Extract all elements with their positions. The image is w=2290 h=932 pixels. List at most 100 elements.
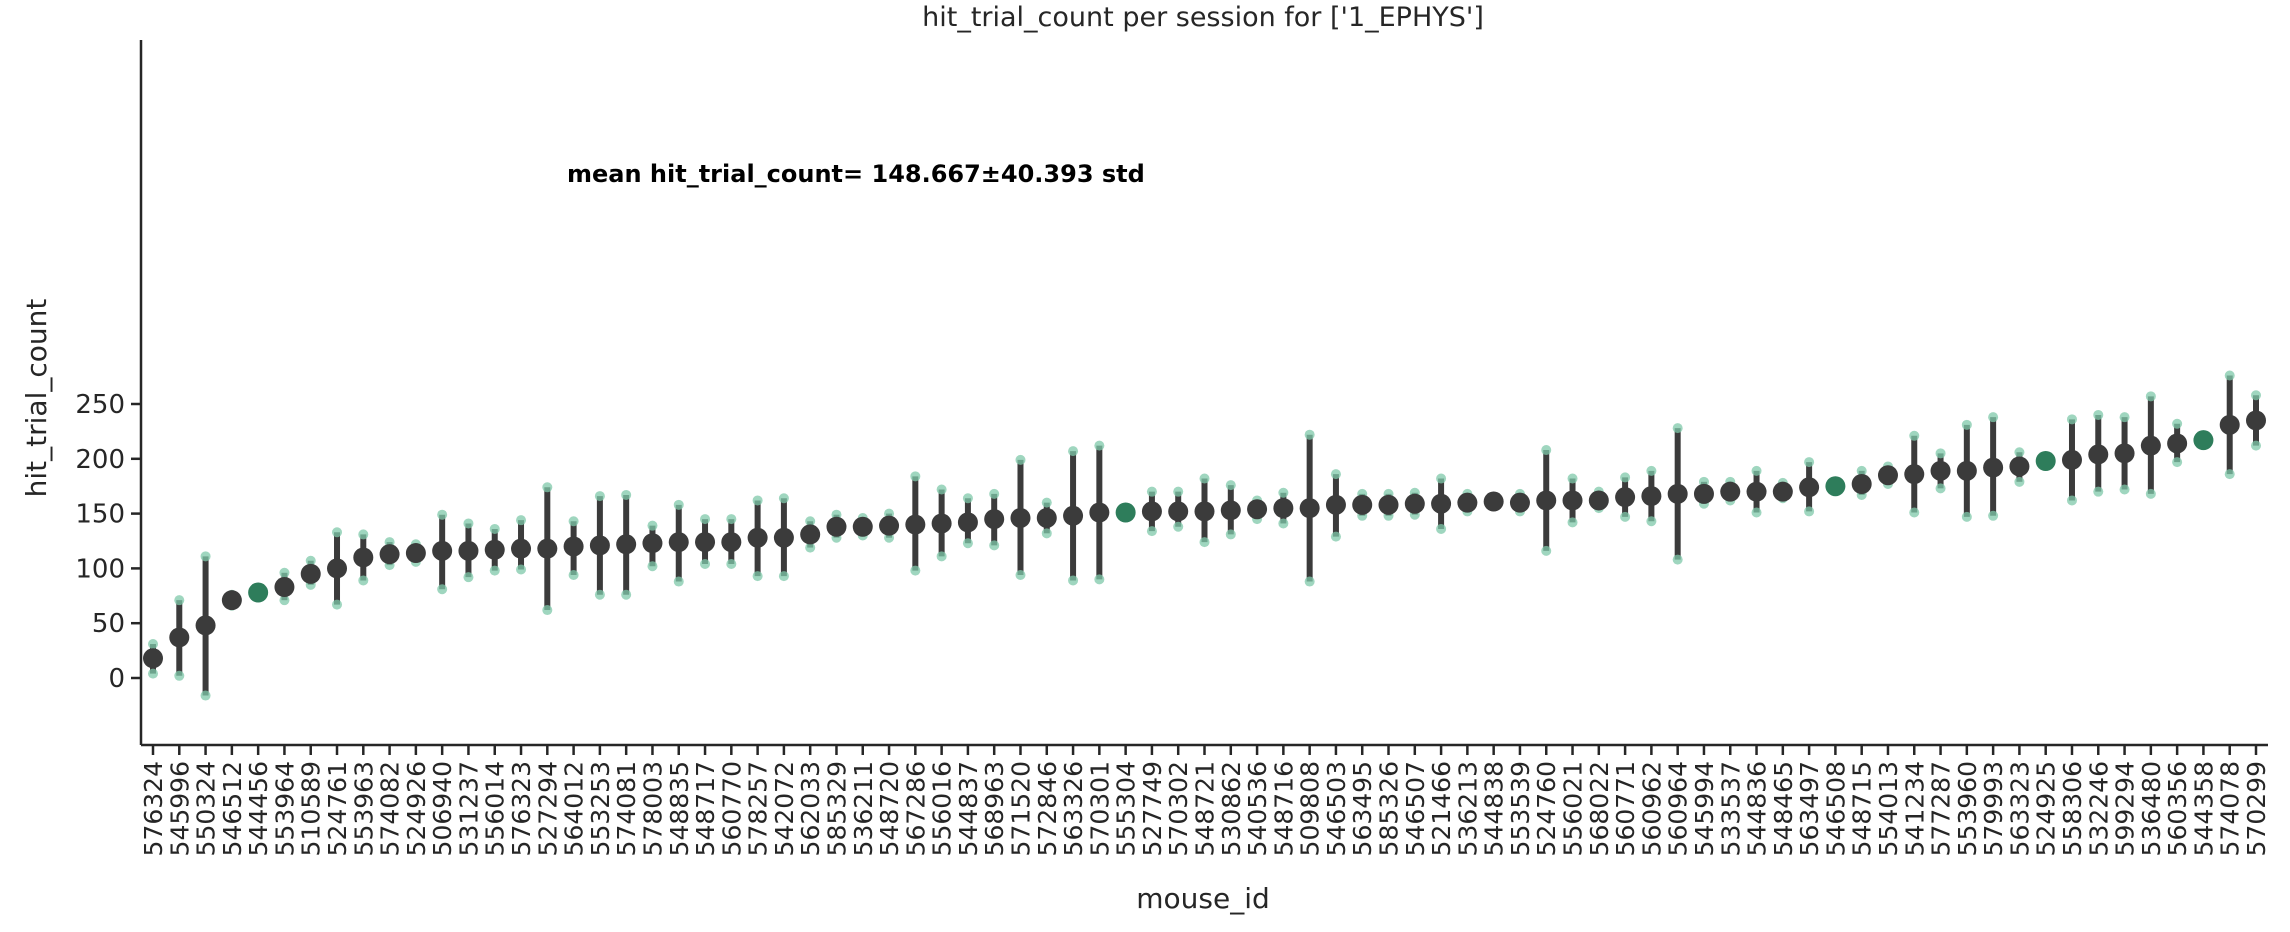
- session-point: [1094, 440, 1105, 451]
- mean-point: [1536, 490, 1557, 511]
- session-point: [437, 584, 448, 595]
- session-point: [1804, 457, 1815, 468]
- x-tick-label: 510589: [297, 761, 326, 856]
- session-point: [1541, 545, 1552, 556]
- session-point: [1672, 554, 1683, 565]
- session-point: [358, 575, 369, 586]
- session-point: [148, 639, 158, 650]
- x-axis-label: mouse_id: [1136, 882, 1270, 915]
- session-point: [1856, 465, 1867, 476]
- session-point: [1751, 465, 1762, 476]
- session-point: [542, 482, 553, 493]
- x-tick-label: 544358: [2189, 761, 2218, 856]
- mean-point: [432, 540, 453, 561]
- x-tick-label: 524761: [323, 761, 352, 856]
- x-tick-label: 574078: [2216, 761, 2245, 856]
- x-tick-label: 579993: [1979, 761, 2008, 856]
- session-point: [2119, 412, 2130, 423]
- x-tick-label: 531237: [454, 761, 483, 856]
- session-point: [1909, 507, 1920, 518]
- x-tick-label: 570302: [1164, 761, 1193, 856]
- mean-point: [1089, 502, 1110, 523]
- session-point: [1436, 473, 1447, 484]
- x-tick-label: 599294: [2111, 761, 2140, 856]
- mean-point: [1457, 492, 1478, 513]
- x-tick-label: 558306: [2058, 761, 2087, 856]
- session-point: [1278, 487, 1289, 498]
- session-point: [1620, 472, 1631, 483]
- mean-point: [274, 577, 295, 598]
- x-tick-label: 532246: [2084, 761, 2113, 856]
- mean-point: [537, 538, 558, 559]
- x-tick-label: 563497: [1795, 761, 1824, 856]
- x-tick-label: 524925: [2032, 761, 2061, 856]
- chart-title: hit_trial_count per session for ['1_EPHY…: [922, 2, 1484, 33]
- session-point: [594, 589, 605, 600]
- session-point: [752, 571, 763, 582]
- mean-point: [2167, 433, 2188, 454]
- session-point: [1935, 448, 1946, 459]
- mean-point: [563, 536, 584, 557]
- session-point: [1620, 511, 1631, 522]
- mean-point: [195, 615, 216, 636]
- session-point: [1909, 430, 1920, 441]
- mean-point: [1010, 507, 1031, 528]
- mean-point: [1115, 502, 1136, 523]
- mean-point: [1562, 490, 1583, 511]
- mean-point: [1746, 481, 1767, 502]
- x-tick-label: 553963: [349, 761, 378, 856]
- mean-point: [1877, 465, 1898, 486]
- session-point: [489, 523, 500, 534]
- x-tick-label: 541234: [1900, 761, 1929, 856]
- session-point: [2251, 390, 2261, 401]
- x-tick-label: 542072: [770, 761, 799, 856]
- session-point: [778, 493, 789, 504]
- session-point: [1988, 510, 1999, 521]
- session-point: [1751, 507, 1762, 518]
- x-tick-label: 571520: [1006, 761, 1035, 856]
- session-point: [2014, 447, 2025, 458]
- session-point: [1541, 445, 1552, 456]
- session-point: [2172, 457, 2183, 468]
- y-ticks: 0 50 100 150 200 250: [75, 390, 141, 694]
- mean-point: [1904, 464, 1925, 485]
- session-point: [1304, 576, 1315, 587]
- x-tick-label: 567286: [901, 761, 930, 856]
- session-point: [463, 518, 474, 529]
- mean-point: [931, 513, 952, 534]
- mean-point: [300, 563, 321, 584]
- x-tick-label: 527294: [533, 761, 562, 856]
- session-point: [1804, 506, 1815, 517]
- session-point: [1015, 569, 1026, 580]
- x-tick-label: 544456: [244, 761, 273, 856]
- mean-point: [1247, 499, 1268, 520]
- session-point: [752, 495, 763, 506]
- session-point: [516, 564, 527, 575]
- session-point: [2093, 486, 2104, 497]
- session-point: [805, 516, 816, 527]
- y-tick-label: 200: [75, 445, 125, 475]
- mean-point: [1930, 460, 1951, 481]
- y-tick-label: 50: [92, 609, 125, 639]
- mean-point: [1220, 500, 1241, 521]
- mean-point: [668, 532, 689, 553]
- x-tick-label: 560771: [1611, 761, 1640, 856]
- x-tick-label: 546508: [1821, 761, 1850, 856]
- session-point: [2093, 409, 2104, 420]
- session-point: [1567, 517, 1578, 528]
- session-point: [1646, 516, 1657, 527]
- mean-point: [826, 516, 847, 537]
- x-tick-label: 546503: [1322, 761, 1351, 856]
- session-point: [726, 559, 737, 570]
- mean-point: [852, 516, 873, 537]
- x-tick-label: 530862: [1217, 761, 1246, 856]
- session-point: [516, 515, 527, 526]
- session-point: [1672, 423, 1683, 434]
- mean-point: [1720, 481, 1741, 502]
- session-point: [778, 571, 789, 582]
- x-tick-label: 540536: [1243, 761, 1272, 856]
- session-point: [1961, 419, 1972, 430]
- session-point: [2224, 370, 2235, 381]
- session-point: [332, 527, 343, 538]
